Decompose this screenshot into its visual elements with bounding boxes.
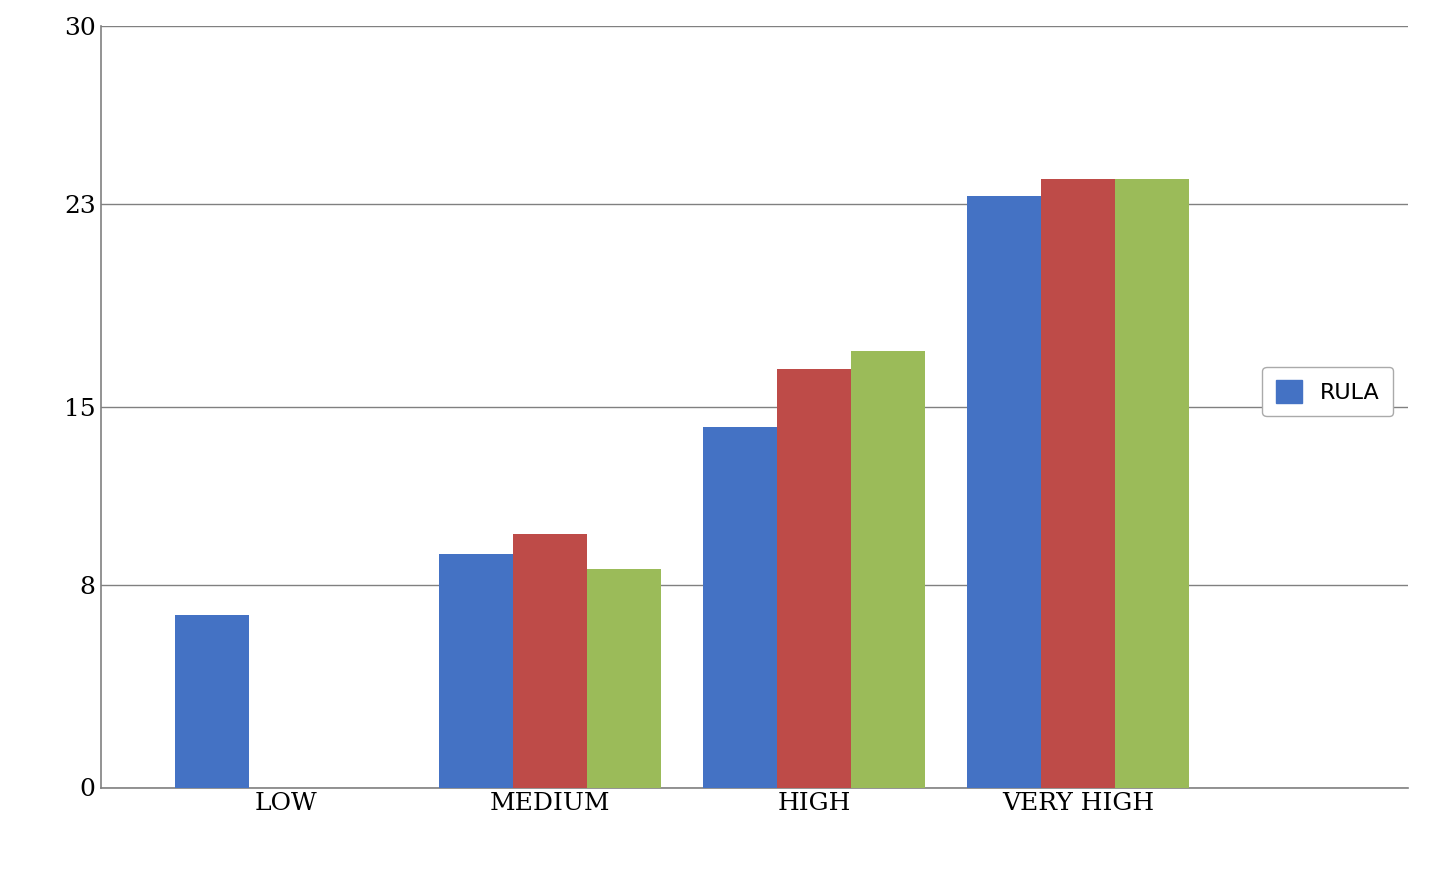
Bar xyxy=(1115,178,1188,788)
Bar xyxy=(1040,178,1115,788)
Bar xyxy=(586,570,661,788)
Bar xyxy=(174,615,249,788)
Legend: RULA: RULA xyxy=(1263,367,1394,416)
Bar xyxy=(777,369,851,788)
Bar xyxy=(703,427,777,788)
Bar xyxy=(513,534,586,788)
Bar xyxy=(851,351,925,788)
Bar xyxy=(438,554,513,788)
Bar xyxy=(967,196,1040,788)
